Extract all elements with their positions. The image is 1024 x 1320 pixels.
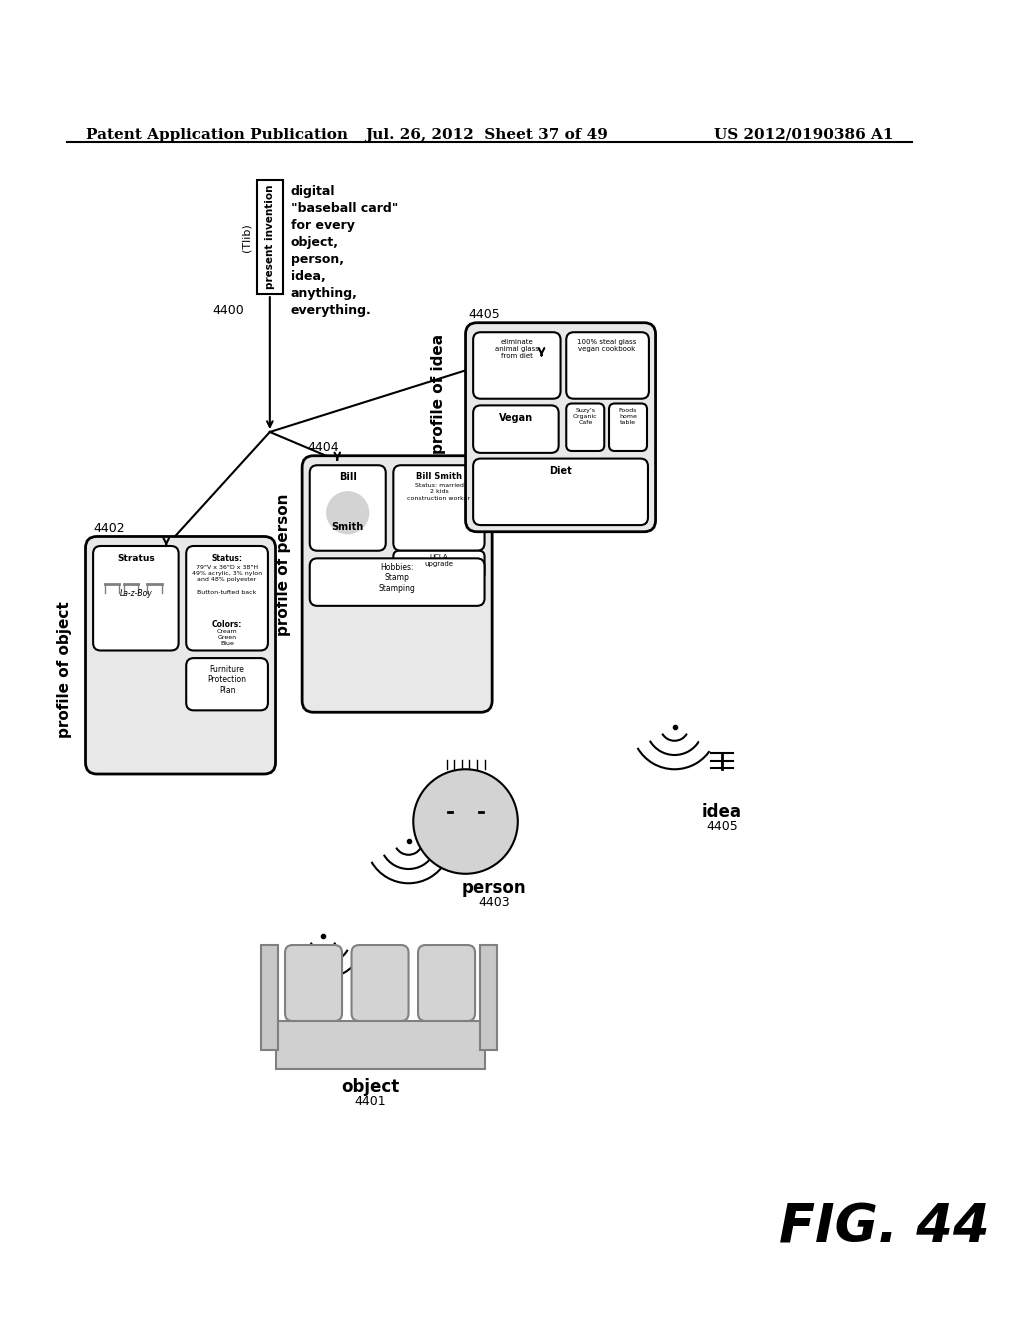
Text: profile of idea: profile of idea	[431, 334, 446, 454]
Text: 4405: 4405	[707, 820, 738, 833]
FancyBboxPatch shape	[609, 404, 647, 451]
Circle shape	[327, 492, 369, 533]
Text: Colors:: Colors:	[212, 620, 243, 630]
Text: 79"V x 36"D x 38"H
49% acrylic, 3% nylon
and 48% polyester

Button-tufted back: 79"V x 36"D x 38"H 49% acrylic, 3% nylon…	[193, 565, 262, 595]
FancyBboxPatch shape	[473, 458, 648, 525]
Circle shape	[695, 700, 749, 754]
Text: person: person	[462, 879, 526, 896]
FancyBboxPatch shape	[466, 322, 655, 532]
FancyBboxPatch shape	[566, 404, 604, 451]
Text: Patent Application Publication: Patent Application Publication	[86, 128, 347, 143]
Text: Status: married
2 kids
construction worker: Status: married 2 kids construction work…	[408, 483, 470, 500]
Text: Foods
home
table: Foods home table	[618, 408, 637, 425]
Bar	[261, 945, 279, 1049]
FancyBboxPatch shape	[393, 465, 484, 550]
Text: 4402: 4402	[93, 523, 125, 535]
Text: UCLA
upgrade: UCLA upgrade	[424, 553, 454, 566]
Text: Vegan: Vegan	[499, 413, 532, 422]
FancyBboxPatch shape	[351, 945, 409, 1022]
Text: idea: idea	[702, 803, 742, 821]
FancyBboxPatch shape	[86, 536, 275, 774]
Text: profile of person: profile of person	[275, 494, 291, 636]
Text: Smith: Smith	[332, 521, 364, 532]
Text: Bill Smith: Bill Smith	[416, 471, 462, 480]
Text: digital
"baseball card"
for every
object,
person,
idea,
anything,
everything.: digital "baseball card" for every object…	[291, 185, 398, 317]
FancyBboxPatch shape	[186, 546, 268, 651]
FancyBboxPatch shape	[566, 333, 649, 399]
Text: Cream
Green
Blue: Cream Green Blue	[217, 628, 238, 645]
Text: 4400: 4400	[212, 304, 244, 317]
FancyBboxPatch shape	[285, 945, 342, 1022]
Text: Furniture
Protection
Plan: Furniture Protection Plan	[208, 665, 247, 694]
FancyBboxPatch shape	[186, 659, 268, 710]
Text: object: object	[341, 1078, 399, 1096]
Text: 4404: 4404	[307, 441, 339, 454]
FancyBboxPatch shape	[93, 546, 178, 651]
Text: 4401: 4401	[354, 1096, 386, 1109]
Text: Stratus: Stratus	[117, 553, 155, 562]
Bar	[275, 1022, 484, 1068]
Bar	[257, 181, 283, 294]
Text: Jul. 26, 2012  Sheet 37 of 49: Jul. 26, 2012 Sheet 37 of 49	[365, 128, 608, 143]
Text: profile of object: profile of object	[57, 601, 72, 738]
Text: 4405: 4405	[469, 309, 501, 322]
Text: Diet: Diet	[549, 466, 572, 477]
Text: La-z-Boy: La-z-Boy	[120, 589, 153, 598]
Text: 4403: 4403	[478, 896, 510, 908]
Text: eliminate
animal glass
from diet: eliminate animal glass from diet	[495, 339, 539, 359]
Text: Bill: Bill	[339, 471, 356, 482]
Text: US 2012/0190386 A1: US 2012/0190386 A1	[714, 128, 893, 143]
FancyBboxPatch shape	[302, 455, 493, 713]
FancyBboxPatch shape	[418, 945, 475, 1022]
Circle shape	[414, 770, 518, 874]
FancyBboxPatch shape	[473, 333, 560, 399]
Text: present invention: present invention	[265, 185, 274, 289]
FancyBboxPatch shape	[473, 405, 559, 453]
Bar	[480, 945, 497, 1049]
FancyBboxPatch shape	[393, 550, 484, 579]
Text: Suzy's
Organic
Cafe: Suzy's Organic Cafe	[573, 408, 598, 425]
Text: Status:: Status:	[212, 553, 243, 562]
FancyBboxPatch shape	[309, 558, 484, 606]
Text: Hobbies:
Stamp
Stamping: Hobbies: Stamp Stamping	[379, 564, 416, 593]
Text: (Tlib): (Tlib)	[242, 223, 252, 252]
Text: FIG. 44: FIG. 44	[779, 1201, 990, 1254]
Text: 100% steal glass
vegan cookbook: 100% steal glass vegan cookbook	[578, 339, 637, 352]
FancyBboxPatch shape	[309, 465, 386, 550]
